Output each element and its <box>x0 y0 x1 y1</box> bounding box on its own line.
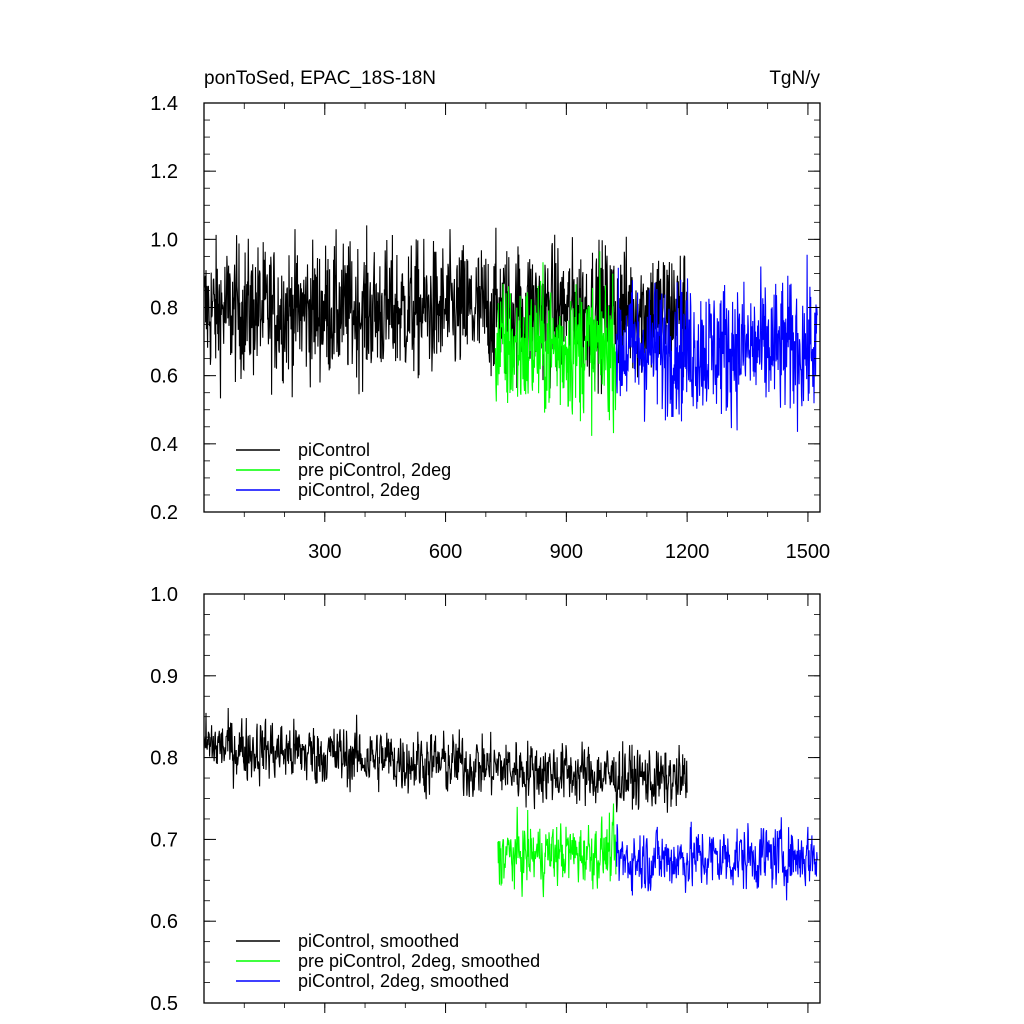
top-y-tick-label: 0.2 <box>150 502 178 524</box>
top-series-line-0 <box>203 225 688 399</box>
top-y-tick-label: 0.4 <box>150 434 178 456</box>
bottom-panel: 0.5 0.6 0.7 0.8 0.9 1.0 piControl, smoothedpr… <box>150 584 821 1015</box>
top-y-tick-label: 0.8 <box>150 298 178 320</box>
top-legend-label-2: piControl, 2deg <box>298 480 420 500</box>
bottom-y-tick-label: 0.6 <box>150 911 178 933</box>
bottom-y-tick-label: 0.9 <box>150 666 178 688</box>
top-x-tick-label: 600 <box>429 541 462 563</box>
bottom-series-line-0 <box>203 707 688 813</box>
top-x-tick-label: 900 <box>550 541 583 563</box>
bottom-plot-frame <box>203 593 821 1004</box>
top-title-left: ponToSed, EPAC_18S-18N <box>204 68 436 89</box>
bottom-legend-label-0: piControl, smoothed <box>298 931 459 951</box>
bottom-y-tick-label: 1.0 <box>150 584 178 606</box>
top-y-tick-label: 1.0 <box>150 229 178 251</box>
bottom-series-group <box>203 707 818 901</box>
bottom-legend-label-2: piControl, 2deg, smoothed <box>298 971 509 991</box>
top-y-tick-label: 1.4 <box>150 93 178 115</box>
bottom-legend-label-1: pre piControl, 2deg, smoothed <box>298 951 540 971</box>
top-title-right: TgN/y <box>769 68 820 89</box>
bottom-y-tick-label: 0.5 <box>150 993 178 1015</box>
top-x-tick-label: 1200 <box>665 541 710 563</box>
top-panel: ponToSed, EPAC_18S-18N TgN/y 0.2 0.4 0.6 0.… <box>150 68 830 563</box>
top-legend-label-0: piControl <box>298 440 370 460</box>
top-y-tick-label: 0.6 <box>150 366 178 388</box>
top-y-tick-label: 1.2 <box>150 161 178 183</box>
bottom-y-tick-label: 0.7 <box>150 829 178 851</box>
top-x-tick-label: 1500 <box>786 541 831 563</box>
top-legend-label-1: pre piControl, 2deg <box>298 460 451 480</box>
top-series-line-1 <box>494 251 617 436</box>
bottom-y-tick-label: 0.8 <box>150 748 178 770</box>
top-series-group <box>203 225 818 436</box>
bottom-series-line-2 <box>615 817 818 901</box>
bottom-series-line-1 <box>497 803 617 898</box>
top-series-line-2 <box>615 254 818 432</box>
top-x-tick-label: 300 <box>308 541 341 563</box>
